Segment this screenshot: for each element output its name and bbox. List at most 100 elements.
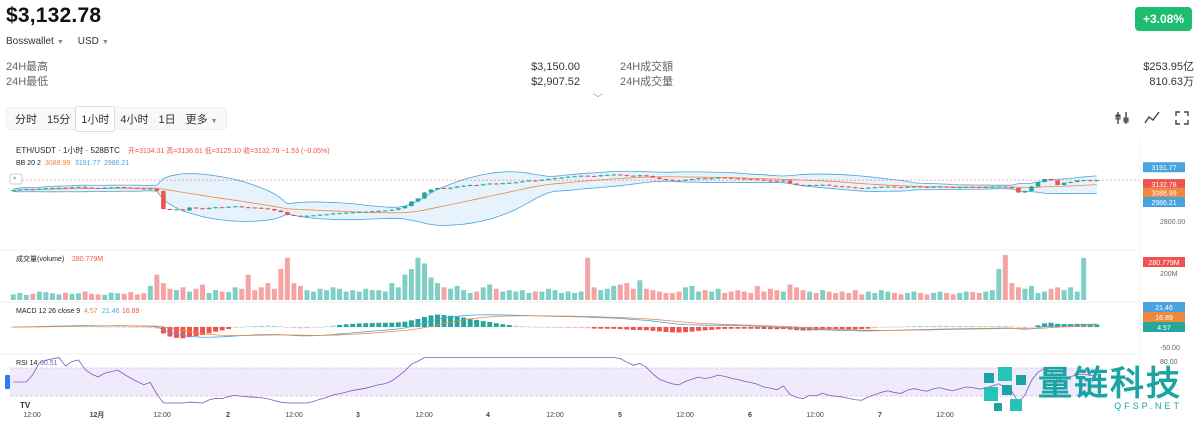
volume-bar [200, 284, 206, 300]
candle-body [474, 185, 479, 186]
volume-bar [624, 283, 630, 300]
volume-bar [330, 287, 336, 300]
tab-interval[interactable]: 1日 [158, 113, 176, 126]
candle-body [937, 186, 943, 188]
tab-interval[interactable]: 分时 [15, 113, 37, 126]
candle-body [252, 207, 258, 209]
collapse-button[interactable] [9, 173, 23, 185]
x-axis-label: 12:00 [676, 412, 694, 419]
more-label: 更多 [185, 113, 208, 126]
volume-bar [10, 294, 16, 300]
macd-histogram-bar [526, 326, 532, 328]
volume-bar [813, 292, 819, 300]
volume-bar [284, 257, 290, 300]
volume-bar [611, 285, 617, 300]
macd-histogram-bar [683, 327, 689, 333]
tab-interval-active[interactable]: 1小时 [75, 105, 116, 132]
selector-row: Bosswallet ▼ USD ▼ [6, 36, 109, 47]
volume-bar [1015, 287, 1021, 300]
candle-body [141, 188, 147, 190]
candle-body [996, 186, 1002, 188]
volume-bar [820, 290, 826, 300]
macd-histogram-bar [702, 327, 708, 331]
stats-values-right: $253.95亿 810.63万 [1080, 60, 1194, 90]
macd-histogram-bar [180, 327, 186, 339]
timeline-handle[interactable] [5, 375, 10, 389]
volume-bar [839, 291, 845, 300]
candle-body [10, 190, 16, 192]
macd-line-value: 21.46 [102, 308, 120, 315]
macd-histogram-bar [904, 326, 910, 327]
candle-body [278, 210, 284, 212]
volume-bar [728, 291, 734, 300]
macd-histogram-bar [317, 326, 323, 328]
candle-body [108, 187, 114, 189]
price-lower-tag [1143, 197, 1185, 208]
candle-body [631, 175, 636, 177]
volume-bar [709, 291, 715, 300]
macd-histogram-bar [147, 327, 153, 328]
wallet-selector[interactable]: Bosswallet ▼ [6, 36, 64, 47]
volume-bar [891, 292, 897, 300]
candle-body [931, 186, 936, 188]
candle-body [617, 174, 623, 176]
tab-more[interactable]: 更多 ▼ [181, 107, 223, 131]
x-axis-label: 3 [356, 412, 360, 419]
candle-body [148, 188, 153, 190]
volume-bar [415, 257, 421, 300]
candle-body [905, 186, 910, 188]
macd-histogram-bar [252, 326, 258, 327]
candle-body [552, 178, 558, 180]
volume-bar [1035, 292, 1041, 300]
candle-body [807, 185, 812, 186]
volume-bar [532, 291, 538, 300]
tab-interval[interactable]: 4小时 [120, 113, 149, 126]
volume-bar [435, 283, 440, 300]
fullscreen-icon[interactable] [1174, 110, 1190, 126]
macd-histogram-bar [565, 327, 571, 328]
volume-bar [604, 288, 610, 300]
macd-hist-value: 4.57 [84, 308, 98, 315]
volume-bar [187, 291, 192, 300]
macd-histogram-bar [813, 327, 819, 331]
candle-body [500, 183, 506, 185]
volume-bar [1074, 291, 1080, 300]
macd-histogram-bar [532, 327, 538, 328]
indicator-settings-icon[interactable] [1114, 110, 1130, 126]
candle-body [813, 185, 819, 186]
macd-histogram-bar [226, 327, 232, 330]
candle-body [200, 208, 205, 210]
volume-bar [872, 292, 878, 300]
macd-histogram-bar [95, 326, 101, 328]
tab-interval[interactable]: 15分 [47, 113, 71, 126]
chart-type-icon[interactable] [1144, 110, 1160, 126]
macd-histogram-bar [402, 321, 408, 327]
rsi-pane [10, 357, 1100, 404]
macd-histogram-bar [996, 325, 1002, 327]
watermark: 量链科技 QFSP.NET [980, 363, 1182, 415]
macd-histogram-bar [115, 326, 121, 328]
candle-body [526, 180, 532, 182]
volume-bar [1068, 287, 1074, 300]
volume-bar [565, 291, 571, 300]
volume-bar [363, 288, 369, 300]
macd-pane [10, 314, 1100, 339]
candle-body [852, 187, 858, 189]
macd-histogram-bar [467, 318, 473, 327]
volume-bar [324, 290, 330, 300]
macd-histogram-bar [807, 327, 813, 331]
macd-histogram-bar [154, 327, 160, 329]
stat-value: $253.95亿 [1143, 61, 1194, 73]
volume-bar [154, 274, 160, 300]
volume-bar [506, 290, 512, 300]
macd-histogram-bar [291, 327, 297, 328]
currency-selector[interactable]: USD ▼ [78, 36, 109, 47]
volume-bar [1061, 290, 1067, 300]
candle-body [794, 183, 799, 185]
macd-axis-hist-text: 4.57 [1157, 325, 1171, 332]
ohlc-label: 开=3134.31 高=3136.61 低=3125.10 收=3132.78 … [128, 146, 330, 155]
macd-histogram-bar [865, 327, 871, 329]
candle-body [507, 182, 512, 184]
candle-body [976, 186, 982, 188]
expand-chevron-icon[interactable]: ﹀ [593, 94, 603, 105]
